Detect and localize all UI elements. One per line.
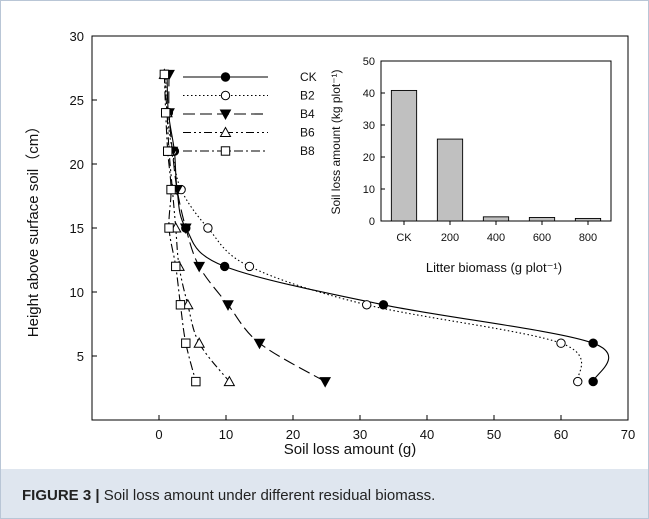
- series-line-b2: [165, 74, 583, 382]
- main-y-ticks: 5 10 15 20 25 30: [70, 29, 97, 364]
- data-point-b6: [223, 375, 236, 387]
- data-point-b4: [179, 223, 192, 235]
- data-point-b8: [171, 261, 181, 272]
- data-point-b4: [193, 261, 206, 273]
- main-x-tick-label: 10: [219, 427, 233, 442]
- data-point-b6: [181, 298, 194, 310]
- data-point-b2: [362, 300, 372, 310]
- main-y-tick-label: 20: [70, 157, 84, 172]
- data-point-ck: [588, 338, 598, 348]
- legend-marker-b8: [220, 146, 231, 156]
- data-point-ck: [378, 300, 389, 310]
- legend-label-b6: B6: [300, 126, 315, 140]
- figure-caption: FIGURE 3 | Soil loss amount under differ…: [22, 487, 435, 504]
- caption-text: Soil loss amount under different residua…: [99, 487, 436, 504]
- data-point-ck: [219, 261, 230, 272]
- inset-y-axis-label: Soil loss amount (kg plot⁻¹): [329, 69, 343, 214]
- main-y-tick-label: 10: [70, 285, 84, 300]
- data-point-b2: [556, 338, 566, 348]
- data-point-b8: [159, 69, 170, 80]
- caption-bar: [1, 469, 648, 518]
- inset-bar-400: [482, 216, 510, 222]
- figure-canvas: 5 10 15 20 25 30 0 10 20 30 40 50 60 70 Soil loss am…: [25, 29, 635, 458]
- inset-y-tick-label: 10: [363, 184, 375, 196]
- data-point-b8: [163, 146, 173, 156]
- main-x-tick-label: 40: [420, 427, 434, 442]
- legend-label-b2: B2: [300, 89, 315, 103]
- caption-label: FIGURE 3 |: [22, 487, 100, 504]
- data-point-b8: [175, 300, 186, 310]
- data-point-ck: [588, 376, 598, 387]
- inset-bar-chart: 0 10 20 30 40 50 CK 200 400 600 800 Litter biomas…: [329, 56, 612, 275]
- inset-x-tick-label: 600: [533, 232, 551, 244]
- main-x-tick-label: 0: [155, 427, 162, 442]
- legend-label-b4: B4: [300, 107, 315, 121]
- data-point-b4: [222, 300, 234, 311]
- main-x-tick-label: 60: [554, 427, 568, 442]
- inset-y-tick-label: 20: [363, 152, 375, 164]
- inset-bar-200: [436, 138, 464, 222]
- inset-y-tick-label: 40: [363, 88, 375, 100]
- inset-bar-800: [574, 217, 602, 222]
- main-y-tick-label: 25: [70, 93, 84, 108]
- legend: CK B2 B4 B6 B8: [183, 70, 317, 158]
- legend-label-ck: CK: [300, 70, 317, 84]
- inset-y-tick-label: 0: [369, 216, 375, 228]
- legend-label-b8: B8: [300, 144, 315, 158]
- data-point-b8: [181, 338, 191, 348]
- main-x-tick-label: 50: [487, 427, 501, 442]
- main-y-axis-label: Height above surface soil（cm）: [25, 119, 42, 337]
- inset-x-ticks: CK 200 400 600 800: [396, 221, 597, 244]
- inset-x-tick-label: 200: [441, 232, 459, 244]
- legend-marker-b2: [220, 90, 231, 101]
- data-point-b8: [164, 223, 174, 233]
- main-x-tick-label: 70: [621, 427, 635, 442]
- inset-x-tick-label: CK: [396, 232, 412, 244]
- inset-y-tick-label: 30: [363, 120, 375, 132]
- inset-x-axis-label: Litter biomass (g plot⁻¹): [426, 260, 562, 275]
- data-point-b6: [193, 337, 206, 348]
- legend-marker-b4: [219, 109, 232, 121]
- inset-x-tick-label: 400: [487, 232, 505, 244]
- data-point-b8: [166, 184, 176, 195]
- main-x-axis-label: Soil loss amount (g): [284, 441, 417, 458]
- data-point-b8: [191, 376, 201, 387]
- main-series-group: [158, 68, 610, 388]
- main-y-tick-label: 30: [70, 29, 84, 44]
- inset-y-tick-label: 50: [363, 56, 375, 68]
- main-x-ticks: 0 10 20 30 40 50 60 70: [155, 415, 635, 442]
- main-y-tick-label: 15: [70, 221, 84, 236]
- data-point-b2: [244, 261, 255, 272]
- series-line-ck: [166, 74, 610, 382]
- main-x-tick-label: 30: [353, 427, 367, 442]
- inset-bar-600: [528, 217, 556, 222]
- legend-marker-ck: [220, 72, 231, 82]
- inset-bar-ck: [390, 89, 418, 222]
- data-point-b8: [161, 108, 171, 118]
- main-y-tick-label: 5: [77, 349, 84, 364]
- data-point-b4: [319, 377, 332, 388]
- data-point-b2: [203, 223, 213, 233]
- main-x-tick-label: 20: [286, 427, 300, 442]
- legend-marker-b6: [219, 126, 232, 137]
- data-point-b4: [253, 338, 266, 350]
- inset-x-tick-label: 800: [579, 232, 597, 244]
- data-point-b2: [573, 376, 583, 387]
- main-chart: 5 10 15 20 25 30 0 10 20 30 40 50 60 70 Soil loss am…: [25, 29, 635, 458]
- inset-y-ticks: 0 10 20 30 40 50: [363, 56, 385, 228]
- inset-bars: [390, 89, 602, 222]
